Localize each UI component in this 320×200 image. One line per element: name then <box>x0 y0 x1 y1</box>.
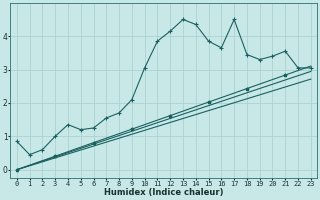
X-axis label: Humidex (Indice chaleur): Humidex (Indice chaleur) <box>104 188 224 197</box>
